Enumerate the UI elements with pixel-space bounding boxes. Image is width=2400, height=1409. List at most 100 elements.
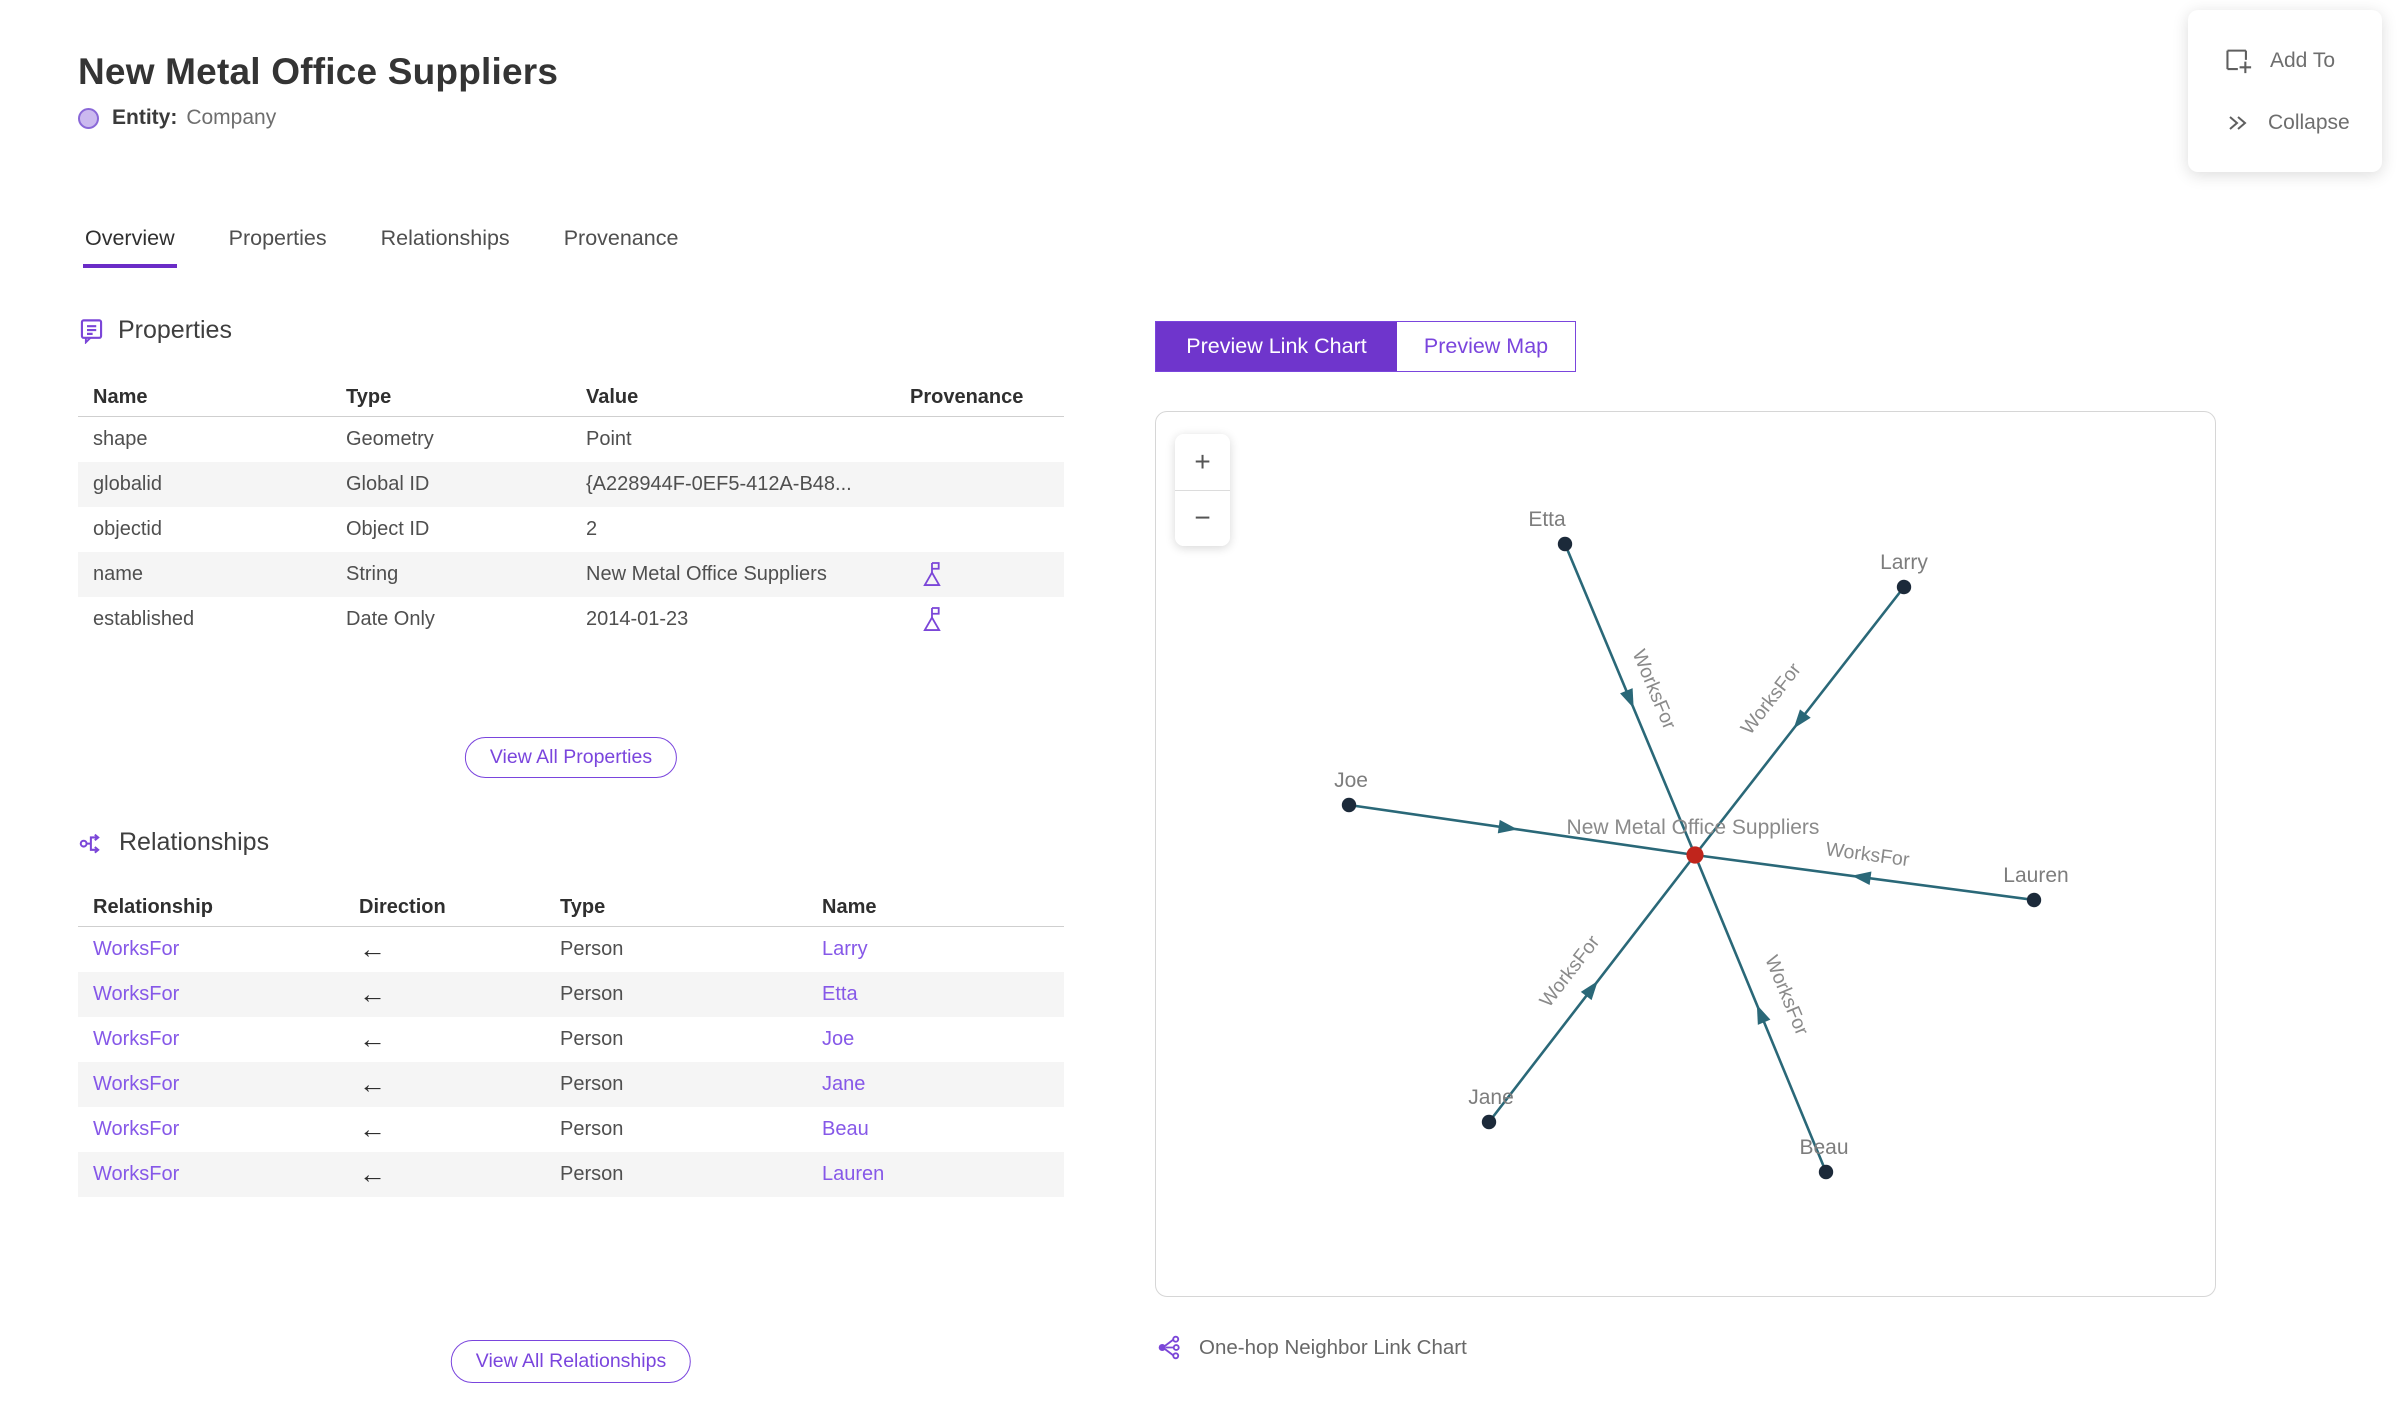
- center-node[interactable]: [1686, 846, 1704, 864]
- direction-arrow: ←: [359, 1026, 386, 1053]
- entity-type-cell: Person: [560, 1163, 624, 1185]
- relationships-section-header: Relationships: [78, 828, 269, 857]
- relationships-graph-icon: [79, 833, 100, 854]
- property-value: {A228944F-0EF5-412A-B48...: [586, 473, 852, 495]
- related-entity-link[interactable]: Jane: [822, 1073, 866, 1095]
- property-type: String: [346, 563, 399, 585]
- property-provenance: [895, 605, 1064, 634]
- chart-caption: One-hop Neighbor Link Chart: [1155, 1334, 1467, 1361]
- table-row: WorksFor ← Person Joe: [78, 1017, 1064, 1062]
- zoom-in-button[interactable]: +: [1175, 434, 1230, 490]
- related-entity-link[interactable]: Larry: [822, 938, 868, 960]
- edge-arrowhead: [1793, 709, 1811, 729]
- node-Lauren[interactable]: [2026, 892, 2042, 908]
- provenance-flag-icon[interactable]: [920, 560, 943, 589]
- table-row: WorksFor ← Person Lauren: [78, 1152, 1064, 1197]
- add-to-icon: [2226, 49, 2252, 74]
- relationship-type-link[interactable]: WorksFor: [93, 1028, 180, 1050]
- table-row: WorksFor ← Person Beau: [78, 1107, 1064, 1152]
- node-Larry[interactable]: [1896, 579, 1912, 595]
- property-type: Object ID: [346, 518, 430, 540]
- preview-map-button[interactable]: Preview Map: [1397, 322, 1575, 371]
- preview-toggle-group: Preview Link Chart Preview Map: [1155, 321, 1576, 372]
- entity-type-value: Company: [186, 106, 277, 129]
- node-Joe[interactable]: [1341, 797, 1357, 813]
- table-row: WorksFor ← Person Jane: [78, 1062, 1064, 1107]
- tab-relationships[interactable]: Relationships: [380, 226, 510, 250]
- page-title: New Metal Office Suppliers: [78, 50, 559, 92]
- edge-arrowhead: [1620, 688, 1634, 709]
- related-entity-link[interactable]: Lauren: [822, 1163, 885, 1185]
- entity-type-dot-icon: [78, 107, 99, 129]
- collapse-button[interactable]: Collapse: [2224, 110, 2382, 136]
- column-header: Name: [93, 385, 148, 408]
- relationship-type-link[interactable]: WorksFor: [93, 983, 180, 1005]
- provenance-flag-icon[interactable]: [920, 605, 943, 634]
- column-header: Value: [586, 385, 639, 408]
- properties-table: Name Type Value Provenance shape Geometry Poin…: [78, 378, 1064, 642]
- zoom-control: + −: [1175, 434, 1230, 546]
- table-row: WorksFor ← Person Etta: [78, 972, 1064, 1017]
- popup-properties-icon: [80, 319, 103, 344]
- table-row: shape Geometry Point: [78, 417, 1064, 462]
- center-node-label: New Metal Office Suppliers: [1567, 816, 1820, 839]
- edge-label: WorksFor: [1535, 931, 1604, 1011]
- relationships-table: Relationship Direction Type Name WorksFor ← Pe…: [78, 888, 1064, 1197]
- property-type: Geometry: [346, 428, 434, 450]
- property-value: Point: [586, 428, 632, 450]
- node-label: Larry: [1880, 551, 1928, 574]
- related-entity-link[interactable]: Beau: [822, 1118, 869, 1140]
- edge-arrowhead: [1851, 871, 1872, 886]
- tab-provenance[interactable]: Provenance: [563, 226, 679, 250]
- property-provenance: [895, 560, 1064, 589]
- property-name: shape: [93, 428, 148, 450]
- property-value: New Metal Office Suppliers: [586, 563, 827, 585]
- edge-Joe[interactable]: [1348, 803, 1696, 857]
- chart-caption-label: One-hop Neighbor Link Chart: [1199, 1335, 1467, 1359]
- entity-type-cell: Person: [560, 1028, 624, 1050]
- add-to-button[interactable]: Add To: [2224, 46, 2382, 76]
- relationship-type-link[interactable]: WorksFor: [93, 1163, 180, 1185]
- column-header: Relationship: [93, 895, 214, 918]
- table-row: name String New Metal Office Suppliers: [78, 552, 1064, 597]
- properties-section-title: Properties: [118, 316, 232, 344]
- direction-arrow: ←: [359, 1161, 386, 1188]
- property-name: name: [93, 563, 144, 585]
- link-chart-panel: + − WorksFor WorksFor WorksFor WorksFor Work…: [1155, 411, 2216, 1297]
- node-Etta[interactable]: [1557, 536, 1573, 552]
- table-row: objectid Object ID 2: [78, 507, 1064, 552]
- table-row: WorksFor ← Person Larry: [78, 927, 1064, 972]
- node-label: Joe: [1334, 769, 1368, 792]
- zoom-out-button[interactable]: −: [1175, 489, 1230, 546]
- property-name: objectid: [93, 518, 162, 540]
- column-header: Type: [560, 895, 606, 918]
- column-header: Name: [822, 895, 877, 918]
- relationship-type-link[interactable]: WorksFor: [93, 1118, 180, 1140]
- edge-arrowhead: [1497, 819, 1518, 834]
- node-Beau[interactable]: [1818, 1164, 1834, 1180]
- tab-overview[interactable]: Overview: [83, 226, 177, 268]
- floating-actions-card: Add To Collapse: [2188, 10, 2382, 172]
- node-Jane[interactable]: [1481, 1114, 1497, 1130]
- relationship-type-link[interactable]: WorksFor: [93, 1073, 180, 1095]
- edge-label: WorksFor: [1628, 646, 1681, 733]
- related-entity-link[interactable]: Joe: [822, 1028, 855, 1050]
- column-header: Provenance: [910, 385, 1024, 408]
- view-all-relationships-button[interactable]: View All Relationships: [450, 1340, 692, 1383]
- node-label: Jane: [1468, 1086, 1514, 1109]
- table-row: globalid Global ID {A228944F-0EF5-412A-B48…: [78, 462, 1064, 507]
- related-entity-link[interactable]: Etta: [822, 983, 858, 1005]
- entity-type-cell: Person: [560, 938, 624, 960]
- preview-link-chart-button[interactable]: Preview Link Chart: [1156, 322, 1397, 371]
- column-header: Type: [346, 385, 392, 408]
- edge-arrowhead: [1580, 980, 1598, 1001]
- properties-section-header: Properties: [78, 316, 232, 345]
- direction-arrow: ←: [359, 1071, 386, 1098]
- entity-type-cell: Person: [560, 1118, 624, 1140]
- relationship-type-link[interactable]: WorksFor: [93, 938, 180, 960]
- tab-properties[interactable]: Properties: [228, 226, 327, 250]
- property-value: 2: [586, 518, 598, 540]
- collapse-chevrons-icon: [2229, 116, 2247, 130]
- view-all-properties-button[interactable]: View All Properties: [464, 737, 678, 778]
